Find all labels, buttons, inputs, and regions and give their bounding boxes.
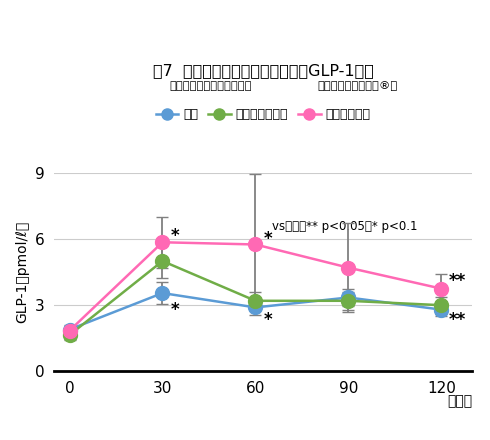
Text: （ベジタブルファースト）: （ベジタブルファースト） bbox=[170, 81, 252, 92]
Text: vs白米　** p<0.05　* p<0.1: vs白米 ** p<0.05 * p<0.1 bbox=[271, 220, 417, 233]
Text: *: * bbox=[170, 227, 179, 245]
Legend: 白飯, 白飯＋キャベツ, 白飯＋メカブ: 白飯, 白飯＋キャベツ, 白飯＋メカブ bbox=[151, 103, 376, 126]
Text: （めかぶファースト®）: （めかぶファースト®） bbox=[318, 81, 398, 92]
Text: （分）: （分） bbox=[447, 395, 473, 409]
Y-axis label: GLP-1（pmol/ℓ）: GLP-1（pmol/ℓ） bbox=[15, 221, 29, 323]
Text: *: * bbox=[263, 230, 272, 248]
Text: *: * bbox=[263, 311, 272, 329]
Text: **: ** bbox=[449, 311, 466, 329]
Title: 囷7  メカブの摄取による食後血中GLP-1濃度: 囷7 メカブの摄取による食後血中GLP-1濃度 bbox=[153, 63, 374, 78]
Text: *: * bbox=[170, 301, 179, 319]
Text: **: ** bbox=[449, 272, 466, 290]
